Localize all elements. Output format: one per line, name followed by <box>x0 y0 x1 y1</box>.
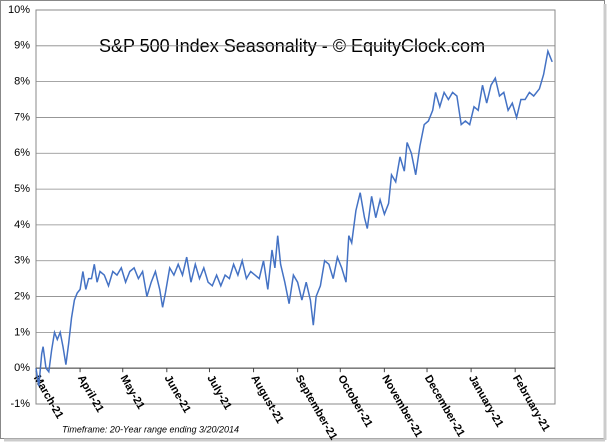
y-tick-label: 9% <box>14 40 30 52</box>
y-tick-label: -1% <box>10 398 30 410</box>
series-line <box>35 48 553 387</box>
y-tick-label: 1% <box>14 326 30 338</box>
y-tick-label: 6% <box>14 147 30 159</box>
y-tick-label: 8% <box>14 76 30 88</box>
chart-subtitle: Timeframe: 20-Year range ending 3/20/201… <box>62 424 239 434</box>
y-tick-label: 5% <box>14 183 30 195</box>
y-tick-label: 10% <box>8 4 30 16</box>
y-tick-label: 4% <box>14 219 30 231</box>
y-tick-label: 2% <box>14 290 30 302</box>
y-tick-label: 3% <box>14 255 30 267</box>
y-tick-label: 7% <box>14 111 30 123</box>
y-tick-label: 0% <box>14 362 30 374</box>
